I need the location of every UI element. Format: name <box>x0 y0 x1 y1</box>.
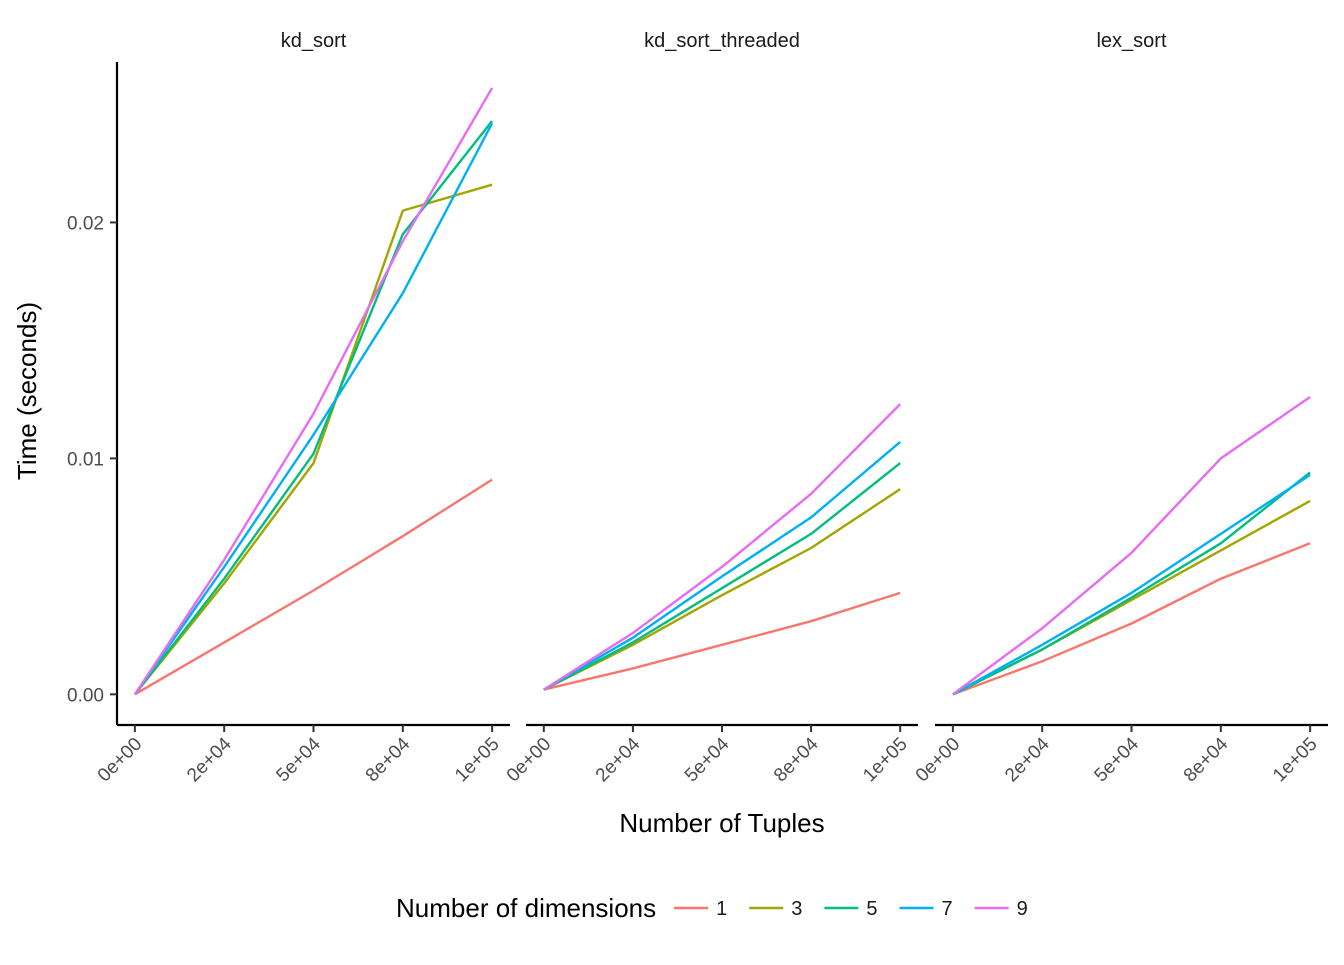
panel-title: kd_sort_threaded <box>644 30 800 52</box>
y-tick-label: 0.00 <box>67 685 104 706</box>
series-line-dim-7 <box>133 122 494 695</box>
legend-title: Number of dimensions <box>396 893 656 923</box>
x-tick-label: 2e+04 <box>592 733 645 786</box>
y-tick-label: 0.01 <box>67 449 104 470</box>
series-line-dim-3 <box>543 488 901 691</box>
legend-label: 5 <box>866 898 877 920</box>
panel-lex-sort: lex_sort 0e+00 2e+04 5e+04 8e+04 1e+05 <box>912 30 1328 786</box>
series-line-dim-7 <box>543 440 901 691</box>
series-line-dim-1 <box>134 478 493 696</box>
series-line-dim-3 <box>133 183 493 696</box>
x-tick-label: 8e+04 <box>362 733 415 786</box>
x-tick-label: 1e+05 <box>859 734 912 787</box>
panel-title: kd_sort <box>281 30 347 52</box>
legend-label: 3 <box>791 898 802 920</box>
x-tick-label: 0e+00 <box>912 734 965 787</box>
series-line-dim-9 <box>952 396 1311 696</box>
series-line-dim-9 <box>133 87 494 695</box>
legend-label: 1 <box>716 898 727 920</box>
panel-kd-sort: kd_sort 0e+00 2e+04 5e+04 8e+04 1e+05 0.00 0.01… <box>67 30 510 786</box>
x-tick-label: 2e+04 <box>1001 733 1054 786</box>
series-line-dim-7 <box>952 473 1311 696</box>
x-tick-label: 5e+04 <box>272 733 325 786</box>
x-tick-label: 2e+04 <box>183 733 236 786</box>
x-tick-label: 1e+05 <box>451 734 504 787</box>
legend: Number of dimensions 1 3 5 7 9 <box>396 893 1028 923</box>
x-tick-label: 5e+04 <box>681 733 734 786</box>
x-tick-label: 8e+04 <box>1180 733 1233 786</box>
x-tick-label: 0e+00 <box>94 734 147 787</box>
x-tick-label: 0e+00 <box>503 734 556 787</box>
legend-label: 9 <box>1017 898 1028 920</box>
y-tick-label: 0.02 <box>67 213 104 234</box>
y-axis-title: Time (seconds) <box>12 302 42 480</box>
legend-entry-5: 5 <box>824 898 878 920</box>
legend-label: 7 <box>942 898 953 920</box>
x-tick-label: 1e+05 <box>1269 734 1322 787</box>
series-line-dim-1 <box>543 591 901 691</box>
panel-kd-sort-threaded: kd_sort_threaded 0e+00 2e+04 5e+04 8e+04 1e+0… <box>503 30 918 786</box>
legend-entry-7: 7 <box>899 898 953 920</box>
legend-entry-3: 3 <box>749 898 802 920</box>
facet-panels: kd_sort 0e+00 2e+04 5e+04 8e+04 1e+05 0.00 0.01… <box>67 30 1328 786</box>
series-line-dim-9 <box>543 403 902 691</box>
x-tick-label: 5e+04 <box>1090 733 1143 786</box>
legend-entry-9: 9 <box>974 898 1028 920</box>
x-axis-title: Number of Tuples <box>619 808 824 838</box>
panel-title: lex_sort <box>1096 30 1166 52</box>
series-line-dim-1 <box>952 542 1311 696</box>
series-line-dim-5 <box>133 120 494 696</box>
legend-entry-1: 1 <box>674 898 727 920</box>
series-line-dim-5 <box>543 462 901 691</box>
series-line-dim-5 <box>952 471 1311 696</box>
x-tick-label: 8e+04 <box>770 733 823 786</box>
